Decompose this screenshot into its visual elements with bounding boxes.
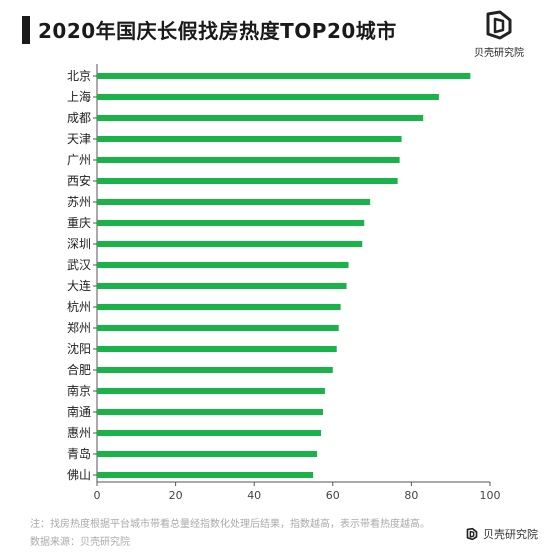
y-tick-label: 佛山 xyxy=(67,468,91,482)
bar xyxy=(97,136,402,142)
y-tick-label: 广州 xyxy=(67,153,91,167)
footnote: 注：找房热度根据平台城市带看总量经指数化处理后结果，指数越高，表示带看热度越高。 xyxy=(30,519,430,530)
x-tick-label: 60 xyxy=(326,489,340,502)
bar xyxy=(97,94,439,100)
y-tick-label: 南京 xyxy=(67,383,91,398)
y-tick-label: 深圳 xyxy=(67,237,91,251)
x-tick-label: 0 xyxy=(94,489,101,502)
bar xyxy=(97,451,318,457)
bar xyxy=(97,472,314,478)
bar xyxy=(97,388,325,394)
brand-name: 贝壳研究院 xyxy=(474,48,524,59)
y-tick-label: 杭州 xyxy=(67,299,91,314)
y-tick-label: 惠州 xyxy=(67,426,91,440)
bar xyxy=(97,115,424,121)
x-tick-label: 20 xyxy=(169,489,183,502)
x-tick-label: 100 xyxy=(480,489,501,502)
bar-chart: 北京上海成都天津广州西安苏州重庆深圳武汉大连杭州郑州沈阳合肥南京南通惠州青岛佛山… xyxy=(67,64,501,502)
bar xyxy=(97,283,347,289)
y-tick-label: 苏州 xyxy=(67,195,91,209)
bar xyxy=(97,73,471,79)
y-tick-label: 重庆 xyxy=(67,216,91,230)
brand-logo: 贝壳研究院 xyxy=(469,8,529,59)
y-tick-label: 合肥 xyxy=(67,362,91,377)
bar xyxy=(97,199,371,205)
y-tick-label: 武汉 xyxy=(67,258,91,272)
y-tick-label: 天津 xyxy=(67,132,91,146)
x-tick-label: 80 xyxy=(404,489,418,502)
bar xyxy=(97,409,323,415)
footer-brand: 贝壳研究院 xyxy=(465,526,538,542)
bar xyxy=(97,325,339,331)
y-tick-label: 南通 xyxy=(67,404,91,419)
bar xyxy=(97,367,333,373)
beike-logo-icon xyxy=(486,10,512,40)
y-tick-label: 大连 xyxy=(67,278,91,293)
y-tick-label: 郑州 xyxy=(67,320,91,335)
y-tick-label: 北京 xyxy=(67,69,91,83)
bar xyxy=(97,157,400,163)
title-accent-bar xyxy=(22,16,30,44)
bar xyxy=(97,241,363,247)
data-source: 数据来源：贝壳研究院 xyxy=(30,537,130,548)
chart-title: 2020年国庆长假找房热度TOP20城市 xyxy=(38,19,397,43)
y-tick-label: 沈阳 xyxy=(67,341,91,356)
x-tick-label: 40 xyxy=(247,489,261,502)
bar xyxy=(97,262,349,268)
bar xyxy=(97,304,341,310)
y-tick-label: 青岛 xyxy=(67,446,91,461)
bar xyxy=(97,178,398,184)
bar xyxy=(97,430,322,436)
bar xyxy=(97,346,337,352)
beike-logo-icon xyxy=(466,527,478,541)
y-tick-label: 成都 xyxy=(67,111,91,125)
y-tick-label: 西安 xyxy=(67,173,91,188)
bar xyxy=(97,220,365,226)
y-tick-label: 上海 xyxy=(67,89,91,104)
footer-brand-name: 贝壳研究院 xyxy=(483,528,538,541)
